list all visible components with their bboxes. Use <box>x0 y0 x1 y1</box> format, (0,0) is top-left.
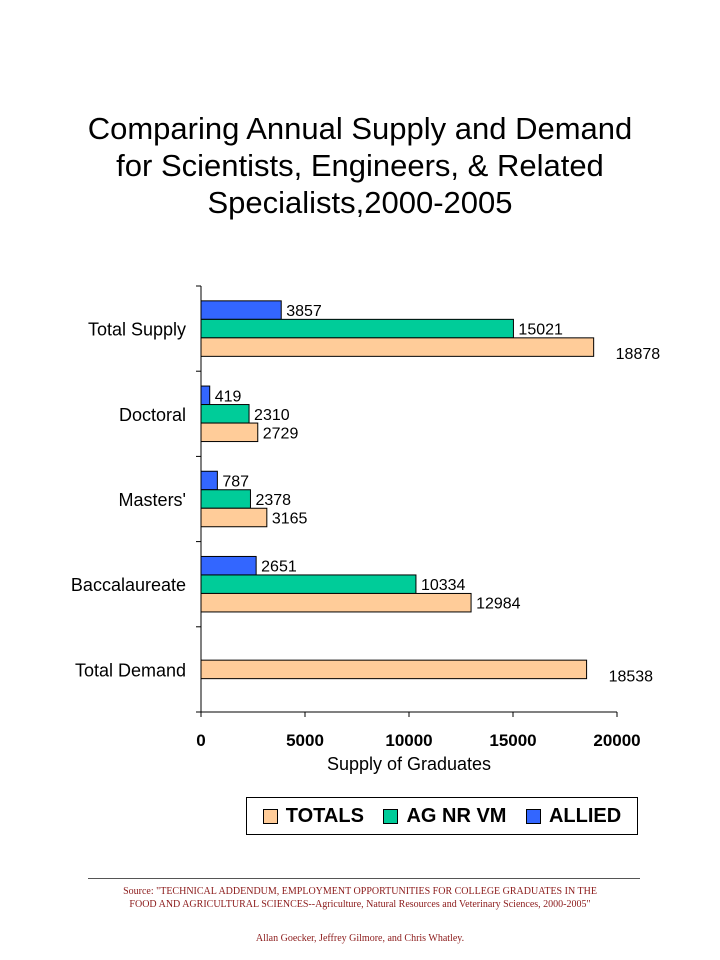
bar-total-demand-totals <box>200 659 588 680</box>
x-tick-label: 15000 <box>489 731 536 750</box>
chart-title: Comparing Annual Supply and Demand for S… <box>40 110 680 221</box>
bar-total-supply-allied <box>200 300 282 320</box>
data-label-doctoral-allied: 419 <box>215 388 242 405</box>
x-tick-label: 5000 <box>286 731 324 750</box>
category-label-total-supply: Total Supply <box>88 320 186 340</box>
legend-label-ag-nr-vm: AG NR VM <box>406 804 507 827</box>
source-line-2: FOOD AND AGRICULTURAL SCIENCES--Agricult… <box>129 899 591 910</box>
bar-baccalaureate-allied <box>200 555 257 576</box>
title-line-3: Specialists,2000-2005 <box>207 185 513 220</box>
title-line-2: for Scientists, Engineers, & Related <box>116 148 604 183</box>
bar-masters-totals <box>200 507 268 528</box>
legend-swatch-ag-nr-vm <box>383 808 399 824</box>
legend-label-allied: ALLIED <box>548 804 622 827</box>
x-tick-label: 0 <box>196 731 205 750</box>
authors-credit: Allan Goecker, Jeffrey Gilmore, and Chri… <box>255 933 465 944</box>
data-label-baccalaureate-totals: 12984 <box>476 596 521 613</box>
footer-divider <box>88 878 640 879</box>
title-line-1: Comparing Annual Supply and Demand <box>87 111 633 146</box>
data-label-doctoral-totals: 2729 <box>263 425 299 442</box>
data-label-total-supply-totals: 18878 <box>616 346 661 363</box>
bar-chart: 0 5000 10000 15000 20000 Supply of Graduates T… <box>71 285 661 774</box>
source-line-1: Source: "TECHNICAL ADDENDUM, EMPLOYMENT … <box>123 886 597 897</box>
x-tick-label: 20000 <box>593 731 640 750</box>
legend-swatch-allied <box>525 808 541 824</box>
legend-label-totals: TOTALS <box>285 804 364 827</box>
bar-baccalaureate-totals <box>200 592 472 613</box>
bar-doctoral-allied <box>200 385 211 406</box>
data-label-total-demand-totals: 18538 <box>609 668 654 685</box>
source-citation: Source: "TECHNICAL ADDENDUM, EMPLOYMENT … <box>60 885 660 911</box>
x-tick-label: 10000 <box>385 731 432 750</box>
bar-baccalaureate-ag-nr-vm <box>200 574 417 594</box>
bar-doctoral-totals <box>200 422 259 443</box>
data-label-total-supply-ag-nr-vm: 15021 <box>518 322 563 339</box>
data-label-baccalaureate-allied: 2651 <box>261 559 297 576</box>
legend-item-ag-nr-vm: AG NR VM <box>383 805 506 828</box>
data-label-total-supply-allied: 3857 <box>286 303 322 320</box>
bar-doctoral-ag-nr-vm <box>200 404 250 424</box>
legend-swatch-totals <box>262 808 278 824</box>
data-label-masters-totals: 3165 <box>272 511 308 528</box>
category-label-baccalaureate: Baccalaureate <box>71 575 186 595</box>
category-label-masters: Masters' <box>119 490 186 510</box>
bar-masters-allied <box>200 470 218 491</box>
data-label-masters-ag-nr-vm: 2378 <box>255 492 291 509</box>
bar-total-supply-totals <box>200 337 595 357</box>
data-label-masters-allied: 787 <box>222 474 249 491</box>
bar-masters-ag-nr-vm <box>200 489 251 509</box>
legend-item-allied: ALLIED <box>525 804 622 828</box>
chart-legend: TOTALS AG NR VM ALLIED <box>246 797 638 835</box>
category-label-doctoral: Doctoral <box>119 405 186 425</box>
bar-total-supply-ag-nr-vm <box>200 318 514 339</box>
data-label-doctoral-ag-nr-vm: 2310 <box>254 407 290 424</box>
legend-item-totals: TOTALS <box>262 804 364 828</box>
data-label-baccalaureate-ag-nr-vm: 10334 <box>421 577 466 594</box>
category-label-total-demand: Total Demand <box>75 660 186 680</box>
x-axis-label: Supply of Graduates <box>327 754 491 774</box>
